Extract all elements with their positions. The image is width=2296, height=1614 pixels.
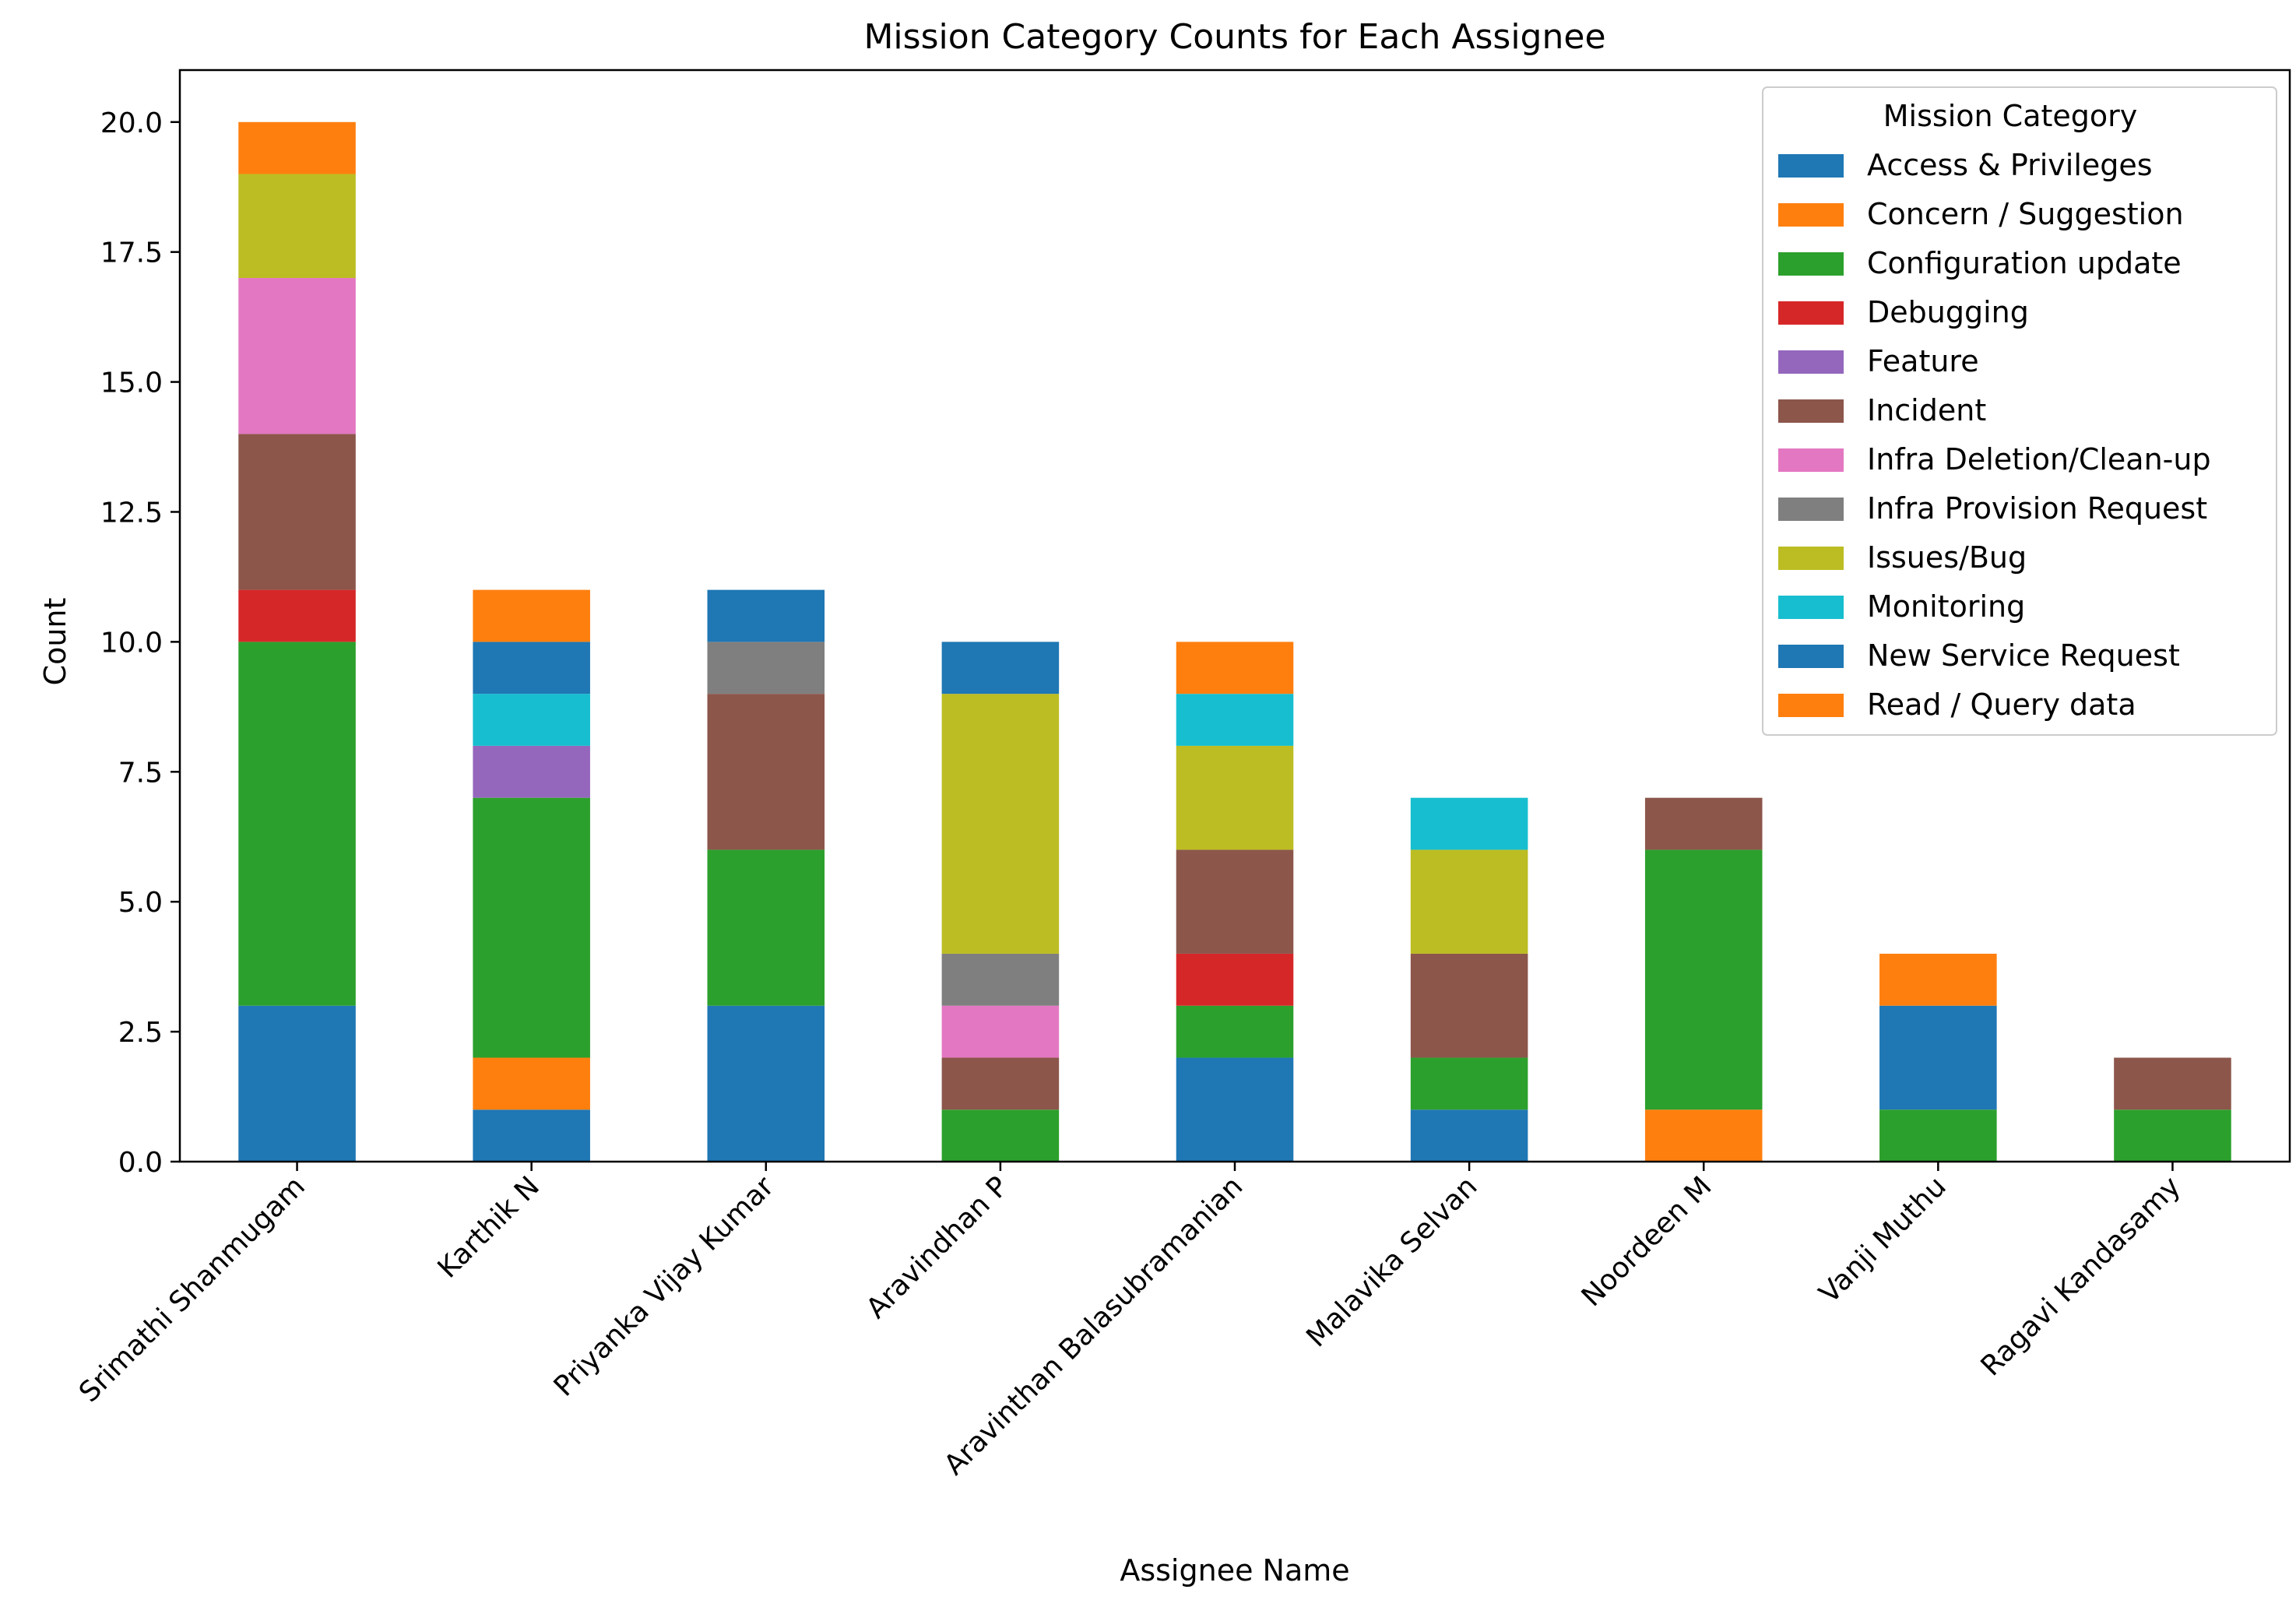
bar-segment (1176, 694, 1294, 746)
bar-segment (941, 694, 1060, 954)
legend-entry-label: Concern / Suggestion (1867, 197, 2184, 231)
legend-swatch (1778, 203, 1844, 227)
legend-entry-label: Infra Deletion/Clean-up (1867, 442, 2211, 476)
legend-swatch (1778, 252, 1844, 276)
bar-segment (238, 121, 356, 174)
y-tick-label: 12.5 (100, 497, 163, 529)
bar-segment (707, 589, 825, 642)
bar-segment (1410, 1057, 1528, 1110)
legend: Mission Category Access & Privileges Conce… (1762, 86, 2277, 736)
legend-entry-label: Infra Provision Request (1867, 491, 2207, 526)
legend-title: Mission Category (1883, 99, 2138, 133)
bar-segment (1644, 1109, 1763, 1162)
bar-segment (1176, 1057, 1294, 1162)
bar-segment (1410, 797, 1528, 850)
legend-entry-label: Issues/Bug (1867, 540, 2027, 575)
bar-segment (473, 1109, 590, 1162)
legend-swatch (1778, 350, 1844, 374)
y-tick-label: 7.5 (118, 757, 163, 789)
y-tick-label: 10.0 (100, 627, 163, 659)
bar-segment (238, 174, 356, 279)
chart-title: Mission Category Counts for Each Assigne… (863, 17, 1605, 57)
bar-segment (473, 745, 590, 798)
legend-box (1762, 86, 2277, 736)
bar-segment (473, 1057, 590, 1110)
legend-swatch (1778, 547, 1844, 570)
bar-segment (707, 1005, 825, 1162)
bar-segment (707, 642, 825, 694)
bar-segment (238, 434, 356, 590)
bar-segment (1410, 953, 1528, 1058)
bar-segment (1644, 797, 1763, 850)
legend-entry-label: Monitoring (1867, 589, 2025, 624)
bar-segment (941, 1005, 1060, 1058)
legend-swatch (1778, 448, 1844, 472)
bar-segment (238, 1005, 356, 1162)
bar-segment (1879, 1005, 1997, 1110)
bar-segment (238, 589, 356, 642)
legend-entry-label: Feature (1867, 344, 1979, 378)
legend-entry-label: Configuration update (1867, 246, 2182, 280)
legend-entry-label: New Service Request (1867, 638, 2180, 673)
bar-segment (2114, 1109, 2231, 1162)
bar-segment (941, 953, 1060, 1006)
y-tick-label: 0.0 (118, 1147, 163, 1179)
bar-segment (238, 642, 356, 1006)
bar-segment (707, 849, 825, 1006)
bar-segment (1879, 1109, 1997, 1162)
bar-segment (473, 694, 590, 746)
legend-entry-label: Debugging (1867, 295, 2029, 329)
bar-segment (473, 797, 590, 1058)
bar-segment (1176, 953, 1294, 1006)
bar-segment (1176, 745, 1294, 850)
y-tick-label: 15.0 (100, 367, 163, 399)
bar-segment (1176, 1005, 1294, 1058)
legend-swatch (1778, 154, 1844, 178)
legend-swatch (1778, 596, 1844, 619)
y-tick-label: 17.5 (100, 237, 163, 269)
bar-segment (238, 278, 356, 434)
legend-swatch (1778, 301, 1844, 325)
legend-swatch (1778, 645, 1844, 668)
bar-segment (1410, 1109, 1528, 1162)
legend-entry-label: Incident (1867, 393, 1986, 427)
bars-layer (238, 121, 2231, 1162)
y-tick-label: 2.5 (118, 1017, 163, 1049)
bar-segment (473, 589, 590, 642)
bar-segment (1410, 849, 1528, 954)
legend-entry-label: Read / Query data (1867, 687, 2136, 722)
bar-segment (1176, 642, 1294, 694)
legend-entry-label: Access & Privileges (1867, 148, 2153, 182)
bar-segment (2114, 1057, 2231, 1110)
bar-segment (473, 642, 590, 694)
x-axis-label: Assignee Name (1120, 1553, 1349, 1588)
y-tick-label: 5.0 (118, 887, 163, 919)
bar-segment (1176, 849, 1294, 954)
bar-segment (1879, 953, 1997, 1006)
legend-swatch (1778, 694, 1844, 717)
y-axis-label: Count (38, 598, 72, 686)
bar-segment (941, 1109, 1060, 1162)
bar-segment (941, 1057, 1060, 1110)
legend-swatch (1778, 498, 1844, 521)
legend-swatch (1778, 399, 1844, 423)
bar-segment (1644, 849, 1763, 1110)
y-tick-label: 20.0 (100, 107, 163, 139)
bar-segment (707, 694, 825, 850)
bar-segment (941, 642, 1060, 694)
